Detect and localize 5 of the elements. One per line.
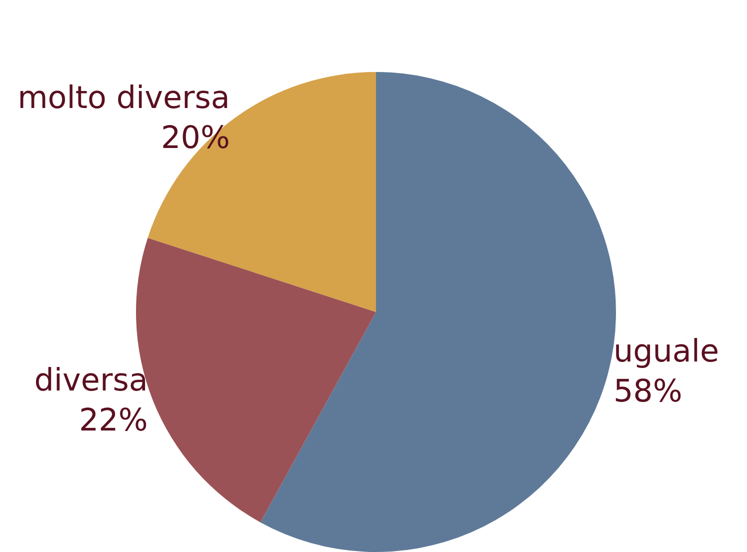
data-label: 58%: [613, 374, 682, 410]
data-label: 22%: [78, 402, 148, 438]
slice-label: diversa: [34, 362, 148, 398]
slice-label: uguale: [613, 334, 720, 370]
slice-label: molto diversa: [18, 80, 230, 116]
